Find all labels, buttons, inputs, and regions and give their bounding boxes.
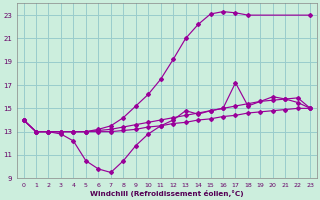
X-axis label: Windchill (Refroidissement éolien,°C): Windchill (Refroidissement éolien,°C) [90,190,244,197]
